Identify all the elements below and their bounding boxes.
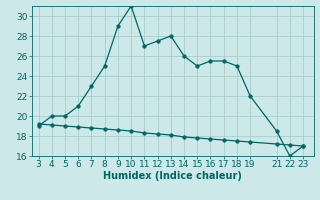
X-axis label: Humidex (Indice chaleur): Humidex (Indice chaleur) xyxy=(103,171,242,181)
